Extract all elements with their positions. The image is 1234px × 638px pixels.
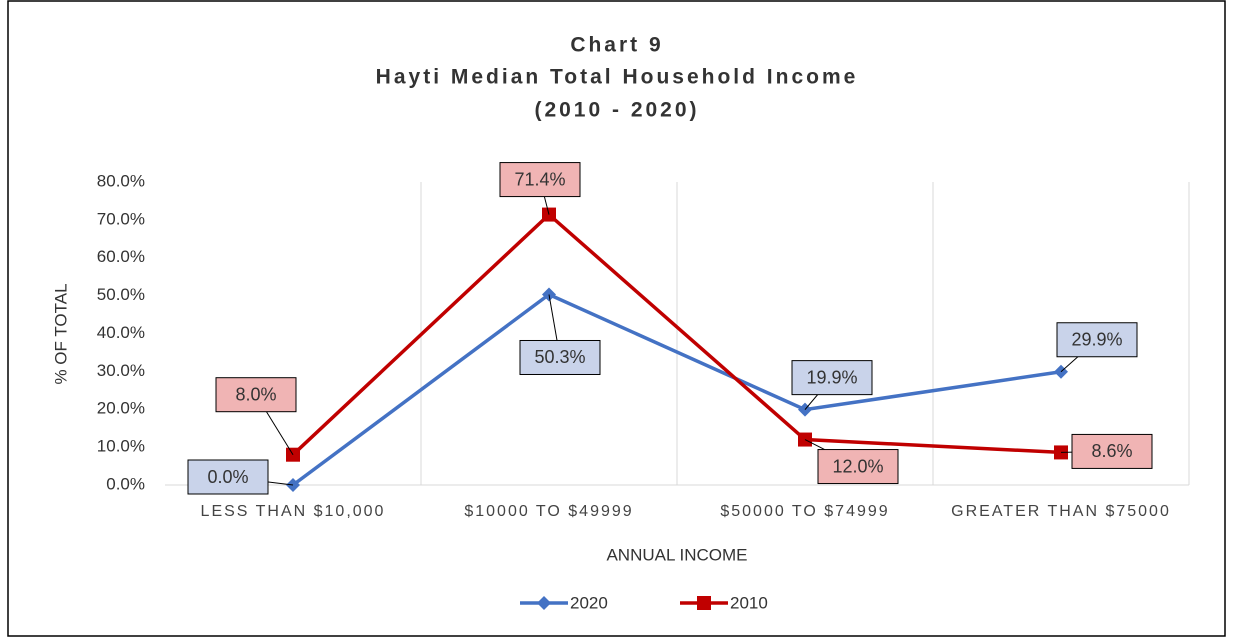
label-box	[1071, 433, 1153, 469]
y-tick-label: 0.0%	[106, 474, 145, 493]
data-label: 19.9%	[806, 367, 857, 387]
y-tick-label: 10.0%	[97, 437, 145, 456]
y-tick-label: 20.0%	[97, 399, 145, 418]
label-box	[519, 339, 601, 375]
data-label: 71.4%	[514, 169, 565, 189]
x-tick-label: $50000 TO $74999	[720, 503, 890, 520]
label-box	[215, 377, 297, 413]
legend-marker	[697, 596, 711, 610]
chart-subtitle: (2010 - 2020)	[534, 99, 699, 122]
legend-marker	[537, 596, 551, 610]
x-tick-label: $10000 TO $49999	[464, 503, 634, 520]
chart-title: Chart 9	[570, 34, 663, 57]
data-label: 50.3%	[534, 347, 585, 367]
y-tick-label: 50.0%	[97, 285, 145, 304]
y-tick-label: 60.0%	[97, 247, 145, 266]
label-box	[791, 360, 873, 396]
y-tick-label: 80.0%	[97, 171, 145, 190]
x-axis-label: ANNUAL INCOME	[606, 545, 747, 564]
data-label: 12.0%	[832, 456, 883, 476]
x-tick-label: LESS THAN $10,000	[200, 503, 386, 520]
data-label: 0.0%	[207, 467, 248, 487]
label-box	[1056, 322, 1138, 358]
chart-border	[7, 0, 1226, 637]
label-box	[499, 162, 581, 198]
label-box	[187, 459, 269, 495]
label-box	[817, 449, 899, 485]
data-label: 8.6%	[1091, 441, 1132, 461]
series-line	[291, 292, 1062, 487]
data-label: 29.9%	[1071, 330, 1122, 350]
series-line	[291, 212, 1062, 456]
y-tick-label: 70.0%	[97, 209, 145, 228]
y-tick-label: 30.0%	[97, 361, 145, 380]
legend-label: 2020	[570, 593, 608, 612]
y-axis-label: % OF TOTAL	[51, 283, 70, 384]
chart-subtitle: Hayti Median Total Household Income	[376, 66, 859, 89]
legend-label: 2010	[730, 593, 768, 612]
x-tick-label: GREATER THAN $75000	[951, 503, 1171, 520]
y-tick-label: 40.0%	[97, 323, 145, 342]
data-label: 8.0%	[235, 384, 276, 404]
